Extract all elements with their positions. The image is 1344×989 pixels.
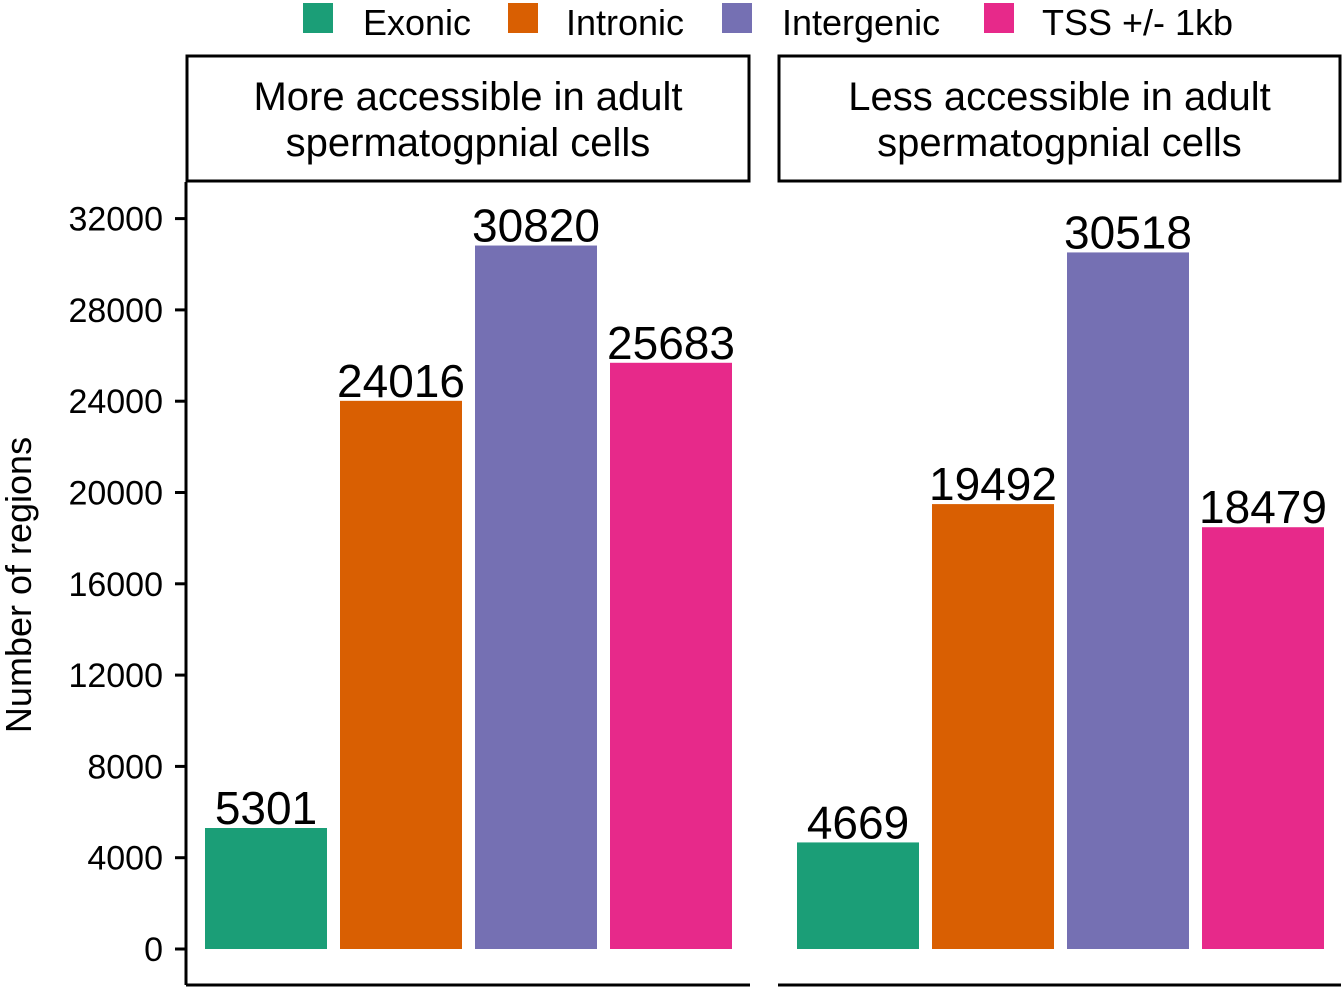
legend-label-2: Intergenic <box>782 2 940 43</box>
panels: 5301 24016 30820 25683 4669 19492 30518 18479 <box>186 200 1341 987</box>
facet-strip-0 <box>185 54 751 183</box>
legend-label-0: Exonic <box>363 2 471 43</box>
bar-0-2 <box>475 245 597 949</box>
bar-1-3 <box>1202 527 1324 949</box>
y-axis-title: Number of regions <box>0 437 39 733</box>
bar-0-3 <box>610 362 732 949</box>
bar-label-0-3: 25683 <box>607 317 735 369</box>
y-tick-label-6: 24000 <box>68 383 163 421</box>
legend-swatch-0 <box>303 3 333 33</box>
y-tick-label-7: 28000 <box>68 292 163 330</box>
y-tick-label-1: 4000 <box>87 840 163 878</box>
bar-label-0-0: 5301 <box>215 782 317 834</box>
facet-title-0-line-0: More accessible in adult <box>253 75 682 119</box>
y-tick-label-2: 8000 <box>87 748 163 786</box>
facet-title-0-line-1: spermatogpnial cells <box>286 121 651 165</box>
bar-label-1-3: 18479 <box>1199 481 1327 533</box>
bar-label-0-2: 30820 <box>472 200 600 252</box>
bar-0-1 <box>340 400 462 949</box>
bar-label-0-1: 24016 <box>337 355 465 407</box>
bar-label-1-1: 19492 <box>929 458 1057 510</box>
bar-1-1 <box>932 504 1054 949</box>
bar-1-2 <box>1067 252 1189 950</box>
facet-title-1-line-1: spermatogpnial cells <box>877 121 1242 165</box>
legend-swatch-1 <box>508 3 538 33</box>
legend-swatch-2 <box>722 3 752 33</box>
bar-label-1-2: 30518 <box>1064 206 1192 258</box>
y-tick-label-8: 32000 <box>68 201 163 239</box>
legend-label-3: TSS +/- 1kb <box>1042 2 1233 43</box>
y-tick-label-4: 16000 <box>68 566 163 604</box>
y-tick-label-5: 20000 <box>68 475 163 513</box>
y-tick-label-0: 0 <box>144 931 163 969</box>
legend-label-1: Intronic <box>566 2 684 43</box>
panel-1: 4669 19492 30518 18479 <box>778 206 1341 987</box>
panel-0: 5301 24016 30820 25683 <box>186 200 750 987</box>
facet-strip-1 <box>777 54 1342 183</box>
facet-title-1-line-0: Less accessible in adult <box>848 75 1270 119</box>
bar-1-0 <box>797 842 919 949</box>
bar-label-1-0: 4669 <box>807 796 909 848</box>
bar-0-0 <box>205 828 327 949</box>
y-axis: 0 4000 8000 12000 16000 20000 24000 28000 32000 <box>68 182 188 985</box>
legend: Exonic Intronic Intergenic TSS +/- 1kb <box>303 2 1233 43</box>
legend-swatch-3 <box>984 3 1014 33</box>
y-tick-label-3: 12000 <box>68 657 163 695</box>
